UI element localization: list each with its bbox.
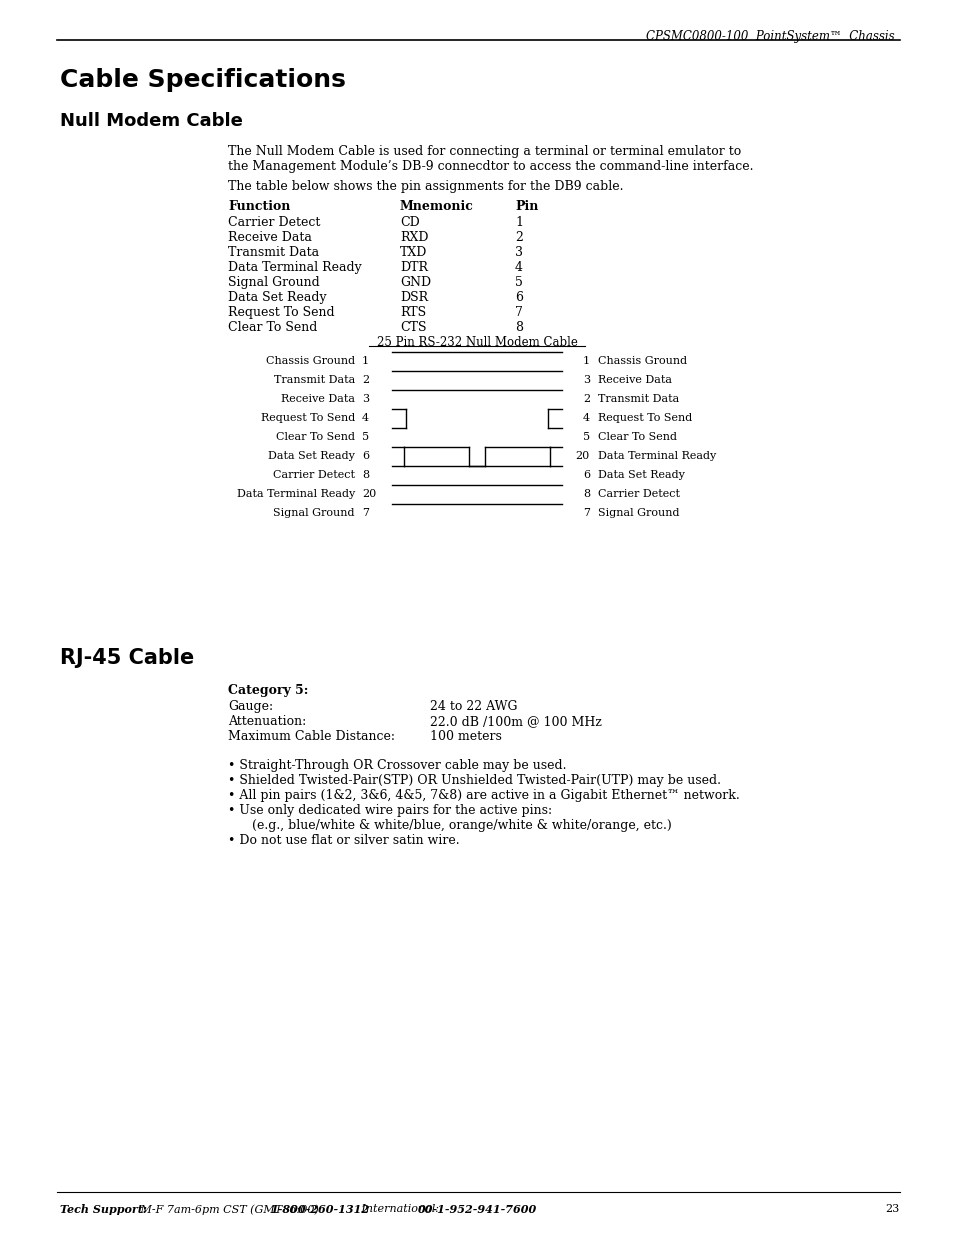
Text: TXD: TXD bbox=[399, 246, 427, 259]
Text: Carrier Detect: Carrier Detect bbox=[598, 489, 679, 499]
Text: 4: 4 bbox=[582, 412, 589, 424]
Text: the Management Module’s DB-9 connecdtor to access the command-line interface.: the Management Module’s DB-9 connecdtor … bbox=[228, 161, 753, 173]
Text: Gauge:: Gauge: bbox=[228, 700, 273, 713]
Text: Function: Function bbox=[228, 200, 290, 212]
Text: • Straight-Through OR Crossover cable may be used.: • Straight-Through OR Crossover cable ma… bbox=[228, 760, 566, 772]
Text: • Do not use flat or silver satin wire.: • Do not use flat or silver satin wire. bbox=[228, 834, 459, 847]
Text: 6: 6 bbox=[361, 451, 369, 461]
Text: DTR: DTR bbox=[399, 261, 428, 274]
Text: Receive Data: Receive Data bbox=[598, 375, 671, 385]
Text: Pin: Pin bbox=[515, 200, 537, 212]
Text: CPSMC0800-100  PointSystem™  Chassis: CPSMC0800-100 PointSystem™ Chassis bbox=[646, 30, 894, 43]
Text: 1-800-260-1312: 1-800-260-1312 bbox=[270, 1204, 369, 1215]
Text: • Use only dedicated wire pairs for the active pins:: • Use only dedicated wire pairs for the … bbox=[228, 804, 552, 818]
Text: Request To Send: Request To Send bbox=[228, 306, 335, 319]
Text: 20: 20 bbox=[576, 451, 589, 461]
Text: 2: 2 bbox=[361, 375, 369, 385]
Text: Transmit Data: Transmit Data bbox=[228, 246, 319, 259]
Text: Data Terminal Ready: Data Terminal Ready bbox=[236, 489, 355, 499]
Text: Carrier Detect: Carrier Detect bbox=[228, 216, 320, 228]
Text: Transmit Data: Transmit Data bbox=[274, 375, 355, 385]
Text: Signal Ground: Signal Ground bbox=[598, 508, 679, 517]
Text: Cable Specifications: Cable Specifications bbox=[60, 68, 346, 91]
Text: Clear To Send: Clear To Send bbox=[228, 321, 317, 333]
Text: RXD: RXD bbox=[399, 231, 428, 245]
Text: Mnemonic: Mnemonic bbox=[399, 200, 474, 212]
Text: Category 5:: Category 5: bbox=[228, 684, 308, 697]
Text: 20: 20 bbox=[361, 489, 375, 499]
Text: Data Set Ready: Data Set Ready bbox=[228, 291, 326, 304]
Text: 2: 2 bbox=[582, 394, 589, 404]
Text: Attenuation:: Attenuation: bbox=[228, 715, 306, 727]
Text: 00-1-952-941-7600: 00-1-952-941-7600 bbox=[417, 1204, 537, 1215]
Text: 5: 5 bbox=[582, 432, 589, 442]
Text: 4: 4 bbox=[361, 412, 369, 424]
Text: 8: 8 bbox=[515, 321, 522, 333]
Text: 6: 6 bbox=[515, 291, 522, 304]
Text: Clear To Send: Clear To Send bbox=[275, 432, 355, 442]
Text: 3: 3 bbox=[515, 246, 522, 259]
Text: Signal Ground: Signal Ground bbox=[228, 275, 319, 289]
Text: Carrier Detect: Carrier Detect bbox=[273, 471, 355, 480]
Text: 25 Pin RS-232 Null Modem Cable: 25 Pin RS-232 Null Modem Cable bbox=[376, 336, 577, 350]
Text: RJ-45 Cable: RJ-45 Cable bbox=[60, 648, 194, 668]
Text: Tech Support:: Tech Support: bbox=[60, 1204, 147, 1215]
Text: Maximum Cable Distance:: Maximum Cable Distance: bbox=[228, 730, 395, 743]
Text: DSR: DSR bbox=[399, 291, 428, 304]
Text: 4: 4 bbox=[515, 261, 522, 274]
Text: 8: 8 bbox=[582, 489, 589, 499]
Text: 3: 3 bbox=[582, 375, 589, 385]
Text: • All pin pairs (1&2, 3&6, 4&5, 7&8) are active in a Gigabit Ethernet™ network.: • All pin pairs (1&2, 3&6, 4&5, 7&8) are… bbox=[228, 789, 739, 802]
Text: Data Terminal Ready: Data Terminal Ready bbox=[598, 451, 716, 461]
Text: 5: 5 bbox=[361, 432, 369, 442]
Text: CTS: CTS bbox=[399, 321, 426, 333]
Text: Chassis Ground: Chassis Ground bbox=[598, 356, 686, 366]
Text: Chassis Ground: Chassis Ground bbox=[266, 356, 355, 366]
Text: 1: 1 bbox=[582, 356, 589, 366]
Text: The Null Modem Cable is used for connecting a terminal or terminal emulator to: The Null Modem Cable is used for connect… bbox=[228, 144, 740, 158]
Text: 22.0 dB /100m @ 100 MHz: 22.0 dB /100m @ 100 MHz bbox=[430, 715, 601, 727]
Text: Request To Send: Request To Send bbox=[598, 412, 692, 424]
Text: Receive Data: Receive Data bbox=[281, 394, 355, 404]
Text: Receive Data: Receive Data bbox=[228, 231, 312, 245]
Text: The table below shows the pin assignments for the DB9 cable.: The table below shows the pin assignment… bbox=[228, 180, 623, 193]
Text: Signal Ground: Signal Ground bbox=[274, 508, 355, 517]
Text: (e.g., blue/white & white/blue, orange/white & white/orange, etc.): (e.g., blue/white & white/blue, orange/w… bbox=[252, 819, 671, 832]
Text: RTS: RTS bbox=[399, 306, 426, 319]
Text: 8: 8 bbox=[361, 471, 369, 480]
Text: 24 to 22 AWG: 24 to 22 AWG bbox=[430, 700, 517, 713]
Text: 7: 7 bbox=[361, 508, 369, 517]
Text: Request To Send: Request To Send bbox=[260, 412, 355, 424]
Text: Data Terminal Ready: Data Terminal Ready bbox=[228, 261, 361, 274]
Text: 2: 2 bbox=[515, 231, 522, 245]
Text: • Shielded Twisted-Pair(STP) OR Unshielded Twisted-Pair(UTP) may be used.: • Shielded Twisted-Pair(STP) OR Unshield… bbox=[228, 774, 720, 787]
Text: International:: International: bbox=[357, 1204, 442, 1214]
Text: 1: 1 bbox=[515, 216, 522, 228]
Text: 100 meters: 100 meters bbox=[430, 730, 501, 743]
Text: 5: 5 bbox=[515, 275, 522, 289]
Text: 6: 6 bbox=[582, 471, 589, 480]
Text: 7: 7 bbox=[515, 306, 522, 319]
Text: 23: 23 bbox=[884, 1204, 899, 1214]
Text: Clear To Send: Clear To Send bbox=[598, 432, 677, 442]
Text: 3: 3 bbox=[361, 394, 369, 404]
Text: Transmit Data: Transmit Data bbox=[598, 394, 679, 404]
Text: Data Set Ready: Data Set Ready bbox=[268, 451, 355, 461]
Text: 1: 1 bbox=[361, 356, 369, 366]
Text: Data Set Ready: Data Set Ready bbox=[598, 471, 684, 480]
Text: Null Modem Cable: Null Modem Cable bbox=[60, 112, 243, 130]
Text: 7: 7 bbox=[582, 508, 589, 517]
Text: GND: GND bbox=[399, 275, 431, 289]
Text: M-F 7am-6pm CST (GMT -6:00): M-F 7am-6pm CST (GMT -6:00) bbox=[137, 1204, 322, 1214]
Text: CD: CD bbox=[399, 216, 419, 228]
